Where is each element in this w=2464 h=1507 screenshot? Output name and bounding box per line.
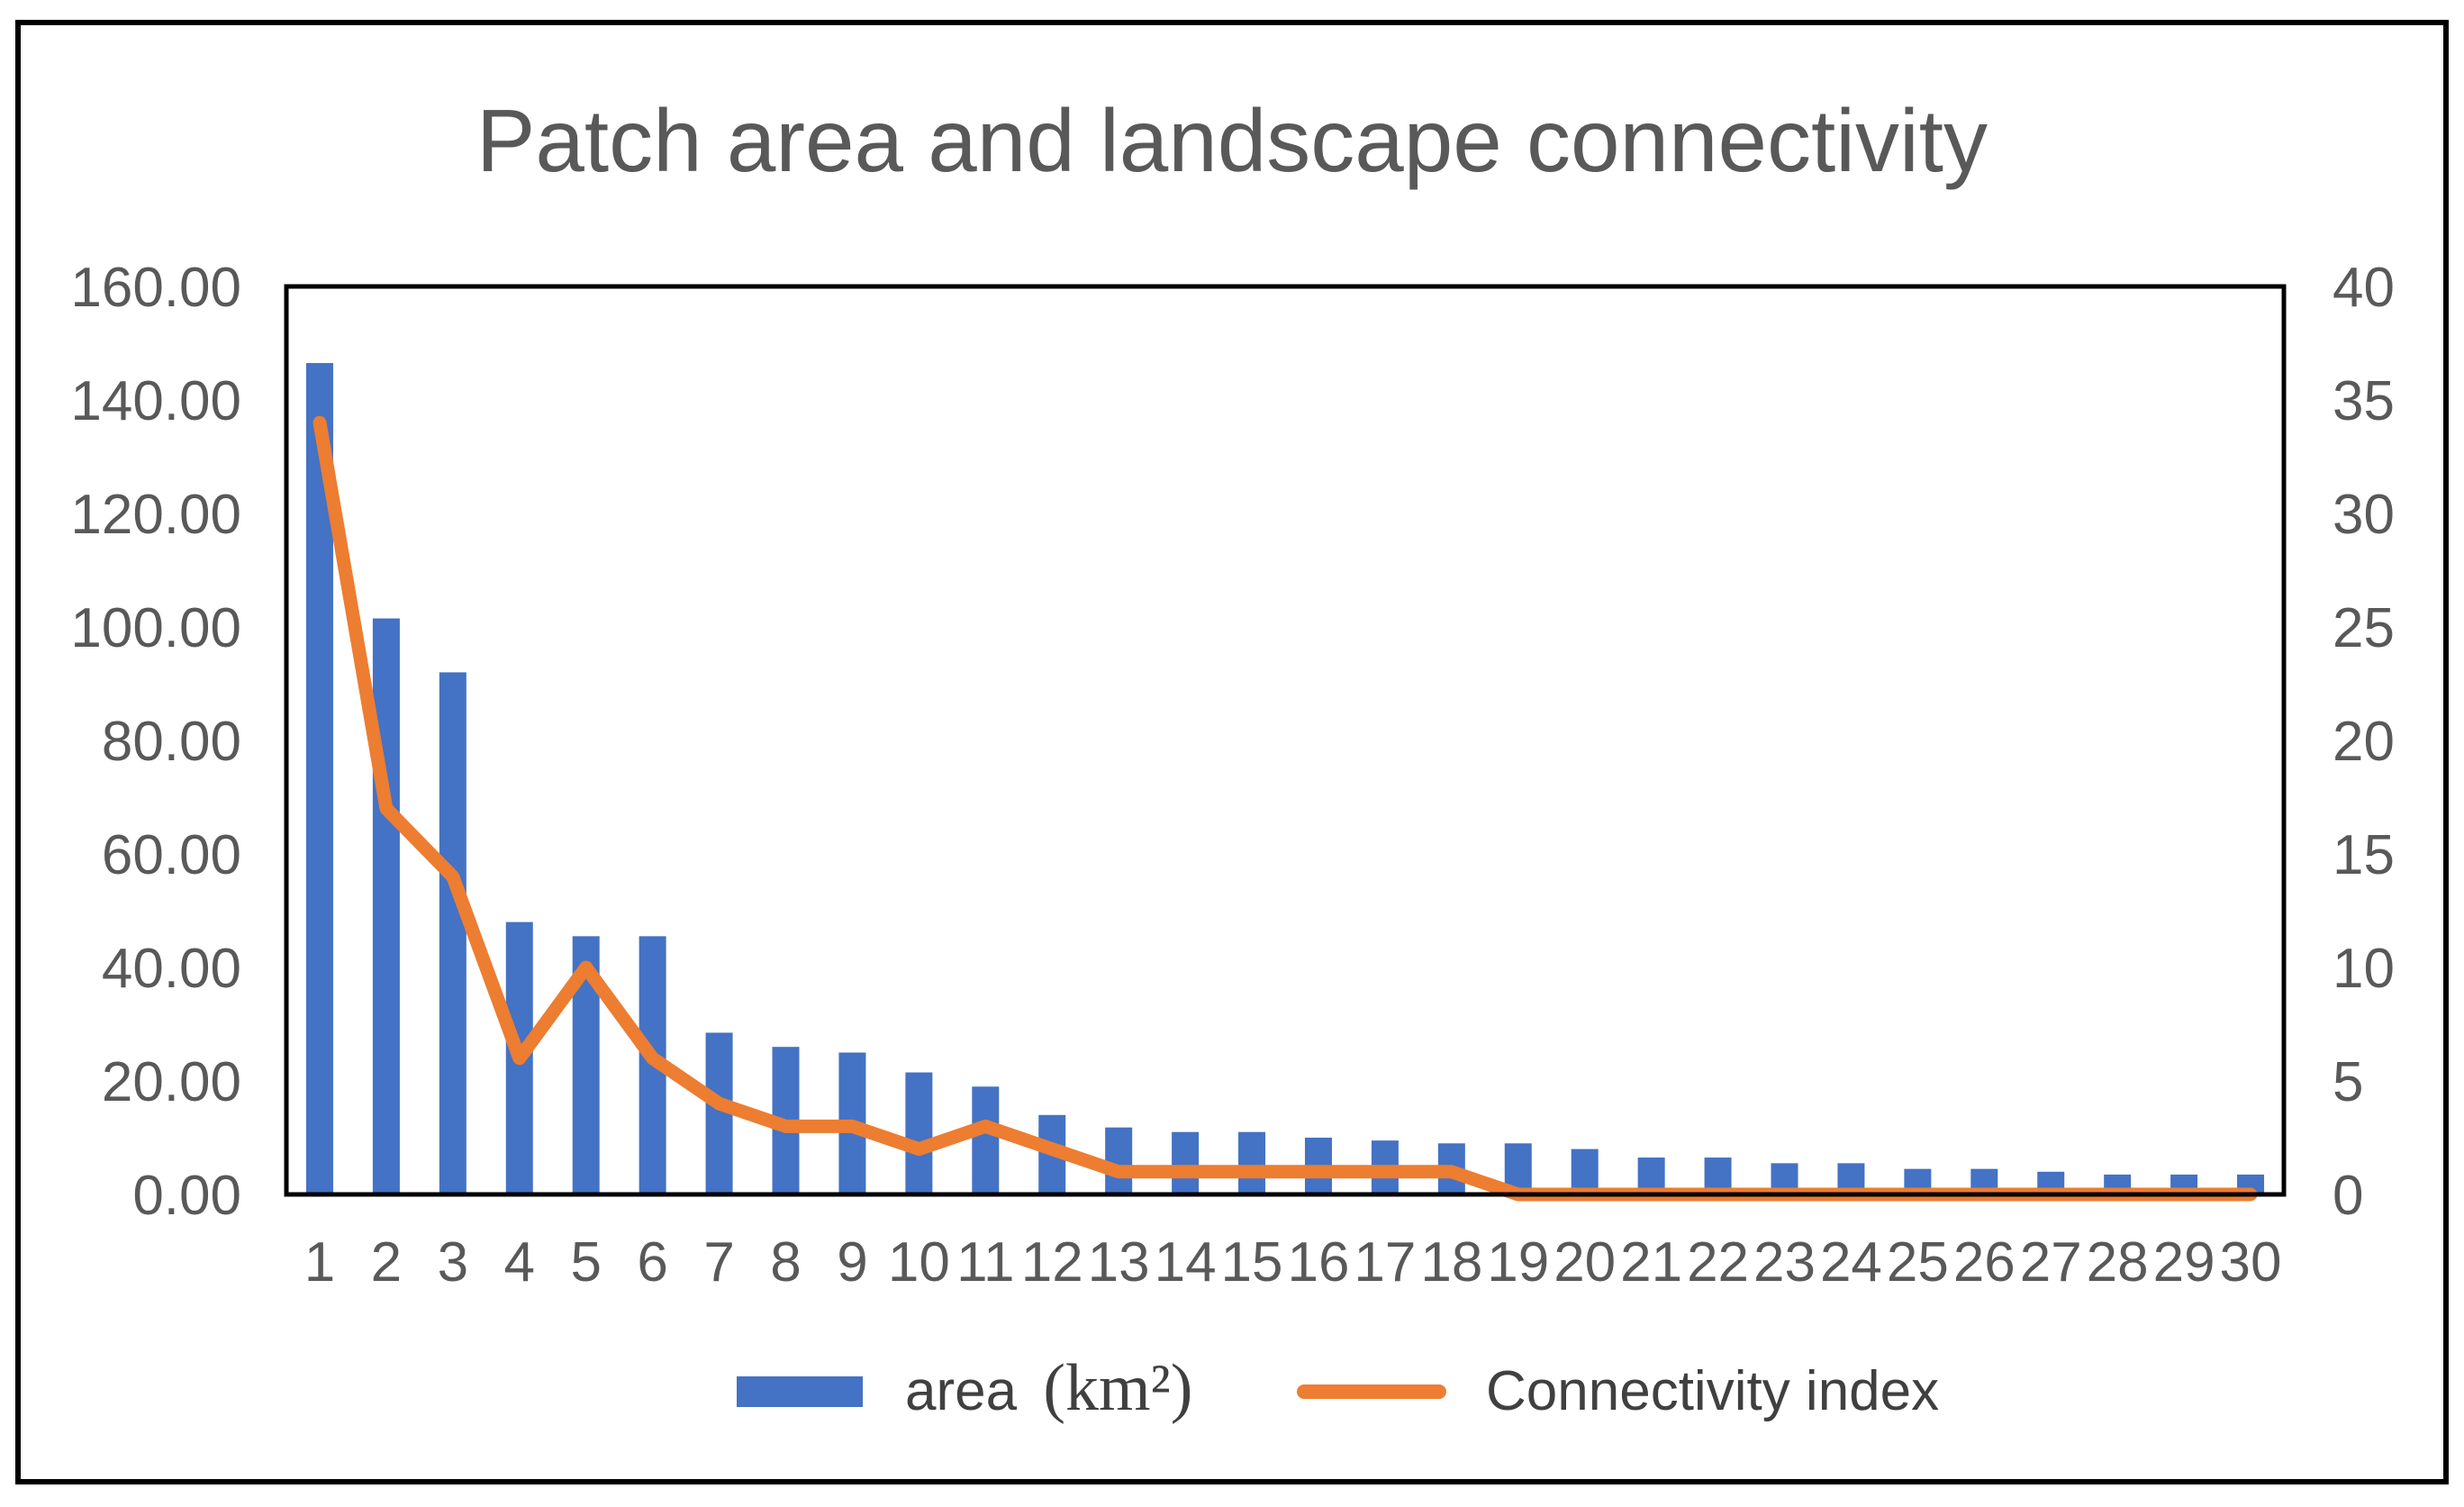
- right-axis-tick-label: 35: [2333, 370, 2395, 432]
- right-axis-tick-label: 10: [2333, 938, 2395, 1000]
- right-axis-tick-label: 5: [2333, 1051, 2363, 1113]
- right-axis-tick-label: 20: [2333, 711, 2395, 773]
- x-axis-tick-label: 23: [1753, 1231, 1816, 1294]
- x-axis-ticks: 1 2 3 4 5 6 7 8 9 10 11 12 13 14 15 16 17 18 19 20 21 22 23 24 2…: [304, 1231, 2282, 1294]
- left-axis-tick-label: 60.00: [102, 824, 241, 886]
- legend-label-area: area (km²): [905, 1351, 1192, 1425]
- x-axis-tick-label: 20: [1554, 1231, 1616, 1294]
- left-axis-tick-label: 40.00: [102, 938, 241, 1000]
- x-axis-tick-label: 21: [1620, 1231, 1682, 1294]
- right-axis-tick-label: 30: [2333, 484, 2395, 546]
- x-axis-tick-label: 30: [2220, 1231, 2282, 1294]
- x-axis-tick-label: 9: [837, 1231, 867, 1294]
- x-axis-tick-label: 6: [637, 1231, 667, 1294]
- x-axis-tick-label: 12: [1021, 1231, 1083, 1294]
- x-axis-tick-label: 27: [2020, 1231, 2082, 1294]
- x-axis-tick-label: 29: [2153, 1231, 2215, 1294]
- bar: [1571, 1148, 1599, 1194]
- x-axis-tick-label: 28: [2087, 1231, 2149, 1294]
- x-axis-tick-label: 7: [703, 1231, 734, 1294]
- x-axis-tick-label: 15: [1221, 1231, 1283, 1294]
- right-axis-tick-label: 15: [2333, 824, 2395, 886]
- x-axis-tick-label: 10: [888, 1231, 950, 1294]
- bar: [439, 672, 467, 1194]
- x-axis-tick-label: 18: [1420, 1231, 1482, 1294]
- x-axis-tick-label: 1: [304, 1231, 335, 1294]
- x-axis-tick-label: 3: [438, 1231, 468, 1294]
- left-axis-ticks: 0.00 20.00 40.00 60.00 80.00 100.00 120.00 140.…: [70, 257, 241, 1227]
- right-axis-tick-label: 0: [2333, 1165, 2363, 1227]
- left-axis-tick-label: 100.00: [70, 597, 241, 659]
- figure-border: [15, 20, 2449, 1484]
- bar: [1105, 1127, 1133, 1194]
- x-axis-tick-label: 11: [956, 1231, 1014, 1294]
- right-axis-ticks: 0 5 10 15 20 25 30 35 40: [2333, 257, 2395, 1227]
- left-axis-tick-label: 0.00: [132, 1165, 241, 1227]
- x-axis-tick-label: 26: [1953, 1231, 2016, 1294]
- right-axis-tick-label: 25: [2333, 597, 2395, 659]
- bar: [1238, 1131, 1266, 1194]
- legend-label-connectivity: Connectivity index: [1486, 1360, 1939, 1422]
- bar: [972, 1086, 1000, 1194]
- legend-swatch-area: [737, 1376, 863, 1407]
- bar: [1172, 1131, 1200, 1194]
- x-axis-tick-label: 5: [570, 1231, 601, 1294]
- x-axis-tick-label: 25: [1887, 1231, 1949, 1294]
- x-axis-tick-label: 17: [1354, 1231, 1416, 1294]
- left-axis-tick-label: 80.00: [102, 711, 241, 773]
- x-axis-tick-label: 8: [770, 1231, 801, 1294]
- left-axis-tick-label: 120.00: [70, 484, 241, 546]
- left-axis-tick-label: 160.00: [70, 257, 241, 319]
- x-axis-tick-label: 16: [1287, 1231, 1349, 1294]
- x-axis-tick-label: 24: [1820, 1231, 1882, 1294]
- left-axis-tick-label: 20.00: [102, 1051, 241, 1113]
- chart-title: Patch area and landscape connectivity: [476, 91, 1988, 190]
- bar: [905, 1072, 933, 1194]
- x-axis-tick-label: 19: [1487, 1231, 1549, 1294]
- x-axis-tick-label: 13: [1088, 1231, 1150, 1294]
- left-axis-tick-label: 140.00: [70, 370, 241, 432]
- x-axis-tick-label: 14: [1155, 1231, 1217, 1294]
- plot-area-border: [284, 284, 2287, 1197]
- bar: [372, 618, 400, 1194]
- x-axis-tick-label: 4: [504, 1231, 535, 1294]
- legend: area (km²) Connectivity index: [737, 1351, 1939, 1425]
- x-axis-tick-label: 2: [371, 1231, 402, 1294]
- right-axis-tick-label: 40: [2333, 257, 2395, 319]
- x-axis-tick-label: 22: [1687, 1231, 1749, 1294]
